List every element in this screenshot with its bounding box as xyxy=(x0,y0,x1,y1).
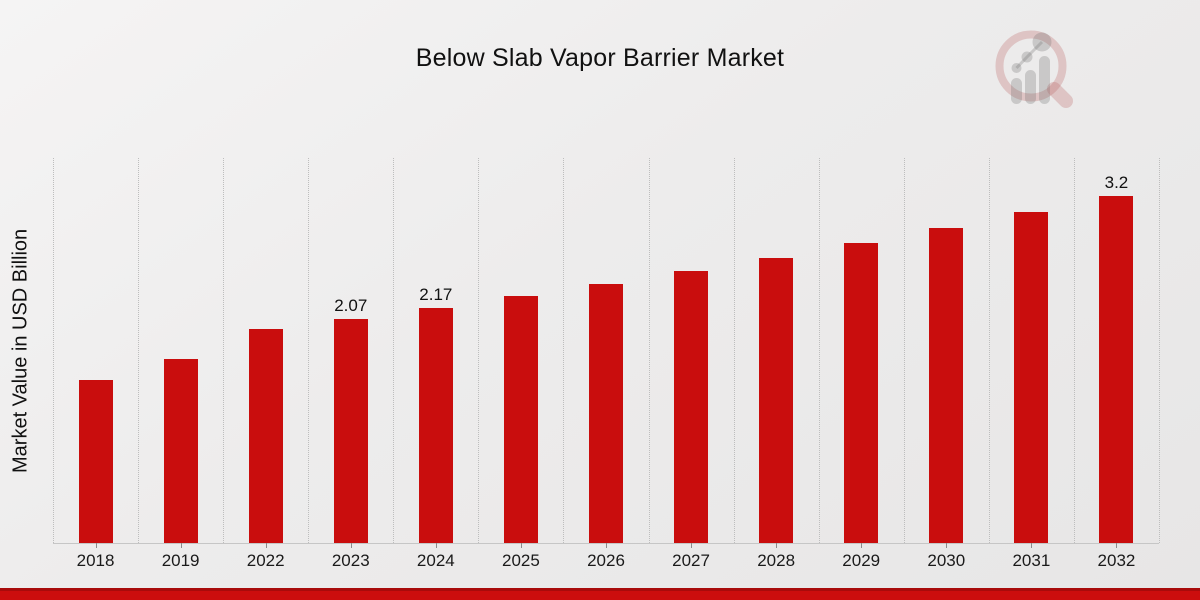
x-axis-label-2023: 2023 xyxy=(331,551,370,570)
gridline xyxy=(478,158,480,543)
bar-2031 xyxy=(1014,212,1049,543)
bar-2030 xyxy=(929,228,964,543)
x-axis-tick xyxy=(520,543,522,548)
x-axis-tick xyxy=(691,543,693,548)
growth-bars-icon xyxy=(1011,32,1052,104)
x-axis-tick xyxy=(95,543,97,548)
bar-2028 xyxy=(759,258,794,543)
x-axis-label-2025: 2025 xyxy=(502,551,540,570)
bar-2025 xyxy=(503,296,538,543)
bar-2026 xyxy=(589,284,623,543)
bar-2032 xyxy=(1099,196,1134,543)
x-axis-label-2018: 2018 xyxy=(76,551,115,570)
gridline xyxy=(223,158,225,543)
trend-line-icon xyxy=(1015,40,1044,70)
bar-2023 xyxy=(333,319,368,543)
gridline xyxy=(988,158,990,543)
gridline xyxy=(53,158,54,543)
x-axis-label-2024: 2024 xyxy=(416,551,455,570)
bar-2018 xyxy=(78,380,113,543)
x-axis-label-2022: 2022 xyxy=(246,551,285,570)
x-axis-label-2029: 2029 xyxy=(842,551,881,570)
bar-value-label-2023: 2.07 xyxy=(334,296,368,315)
gridline xyxy=(138,158,140,543)
bar-2029 xyxy=(844,243,879,543)
x-axis-tick xyxy=(776,543,778,548)
gridline xyxy=(903,158,905,543)
gridline xyxy=(393,158,395,543)
bottom-ribbon xyxy=(0,588,1200,600)
bar-2022 xyxy=(248,329,283,543)
x-axis-tick xyxy=(1116,543,1118,548)
bar-2027 xyxy=(674,271,709,543)
x-axis-tick xyxy=(1031,543,1033,548)
gridline xyxy=(308,158,310,543)
chart-title: Below Slab Vapor Barrier Market xyxy=(415,44,785,72)
magnifier-bar-chart-logo xyxy=(995,30,1073,108)
bar-value-label-2032: 3.2 xyxy=(1104,173,1129,192)
magnifier-ring-icon xyxy=(995,30,1067,102)
x-axis-label-2027: 2027 xyxy=(672,551,710,570)
gridline xyxy=(563,158,565,543)
gridline xyxy=(733,158,735,543)
gridline xyxy=(1073,158,1075,543)
x-axis-tick xyxy=(606,543,607,548)
x-axis-label-2032: 2032 xyxy=(1097,551,1136,570)
gridline xyxy=(648,158,650,543)
x-axis-tick xyxy=(265,543,267,548)
x-axis-tick xyxy=(435,543,437,548)
bar-value-label-2024: 2.17 xyxy=(419,285,453,304)
x-axis-tick xyxy=(350,543,352,548)
x-axis-label-2031: 2031 xyxy=(1012,551,1051,570)
x-axis-label-2026: 2026 xyxy=(587,551,625,570)
gridline xyxy=(818,158,820,543)
x-axis-tick xyxy=(180,543,182,548)
bar-2019 xyxy=(163,359,198,543)
gridline xyxy=(1159,158,1160,543)
magnifier-handle-icon xyxy=(1047,82,1073,108)
x-axis-label-2028: 2028 xyxy=(757,551,796,570)
x-axis-label-2030: 2030 xyxy=(927,551,966,570)
bar-2024 xyxy=(418,308,453,543)
x-axis-label-2019: 2019 xyxy=(161,551,200,570)
x-axis-tick xyxy=(946,543,948,548)
x-axis-tick xyxy=(861,543,863,548)
